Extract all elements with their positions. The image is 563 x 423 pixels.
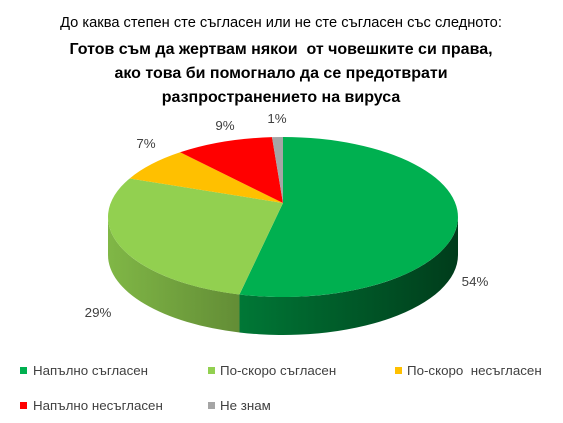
legend-item-2: По-скоро съгласен: [208, 363, 336, 378]
pie-slice-3: [129, 152, 283, 203]
legend-swatch-5: [208, 402, 215, 409]
data-label-slice-4: 9%: [215, 118, 234, 133]
legend-item-1: Напълно съгласен: [20, 363, 148, 378]
pie-tops: [108, 137, 458, 297]
legend-item-5: Не знам: [208, 398, 271, 413]
legend-label-5: Не знам: [220, 398, 271, 413]
legend-swatch-3: [395, 367, 402, 374]
legend: Напълно съгласен По-скоро съгласен По-ск…: [20, 363, 542, 413]
chart-title-line-3: разпространението на вируса: [162, 89, 401, 106]
data-label-slice-5: 1%: [267, 111, 286, 126]
data-label-slice-1: 54%: [462, 274, 489, 289]
pie-slice-side-2: [108, 217, 240, 333]
chart-title-line-1: Готов съм да жертвам някои от човешките …: [69, 41, 492, 58]
legend-label-3: По-скоро несъгласен: [407, 363, 542, 378]
legend-label-2: По-скоро съгласен: [220, 363, 336, 378]
pie-slice-4: [180, 137, 283, 203]
data-label-slice-3: 7%: [136, 136, 155, 151]
legend-item-3: По-скоро несъгласен: [395, 363, 542, 378]
legend-item-4: Напълно несъгласен: [20, 398, 163, 413]
legend-swatch-1: [20, 367, 27, 374]
chart-title-line-2: ако това би помогнало да се предотврати: [114, 65, 447, 82]
legend-label-1: Напълно съгласен: [33, 363, 148, 378]
legend-swatch-4: [20, 402, 27, 409]
chart-subtitle: До каква степен сте съгласен или не сте …: [60, 15, 502, 31]
legend-label-4: Напълно несъгласен: [33, 398, 163, 413]
pie-sides: [108, 217, 459, 336]
pie-slice-2: [108, 178, 283, 295]
pie-slice-1: [239, 137, 458, 297]
pie-slice-side-1: [239, 217, 459, 336]
data-label-slice-2: 29%: [85, 305, 112, 320]
pie-slice-5: [272, 137, 283, 203]
legend-swatch-2: [208, 367, 215, 374]
